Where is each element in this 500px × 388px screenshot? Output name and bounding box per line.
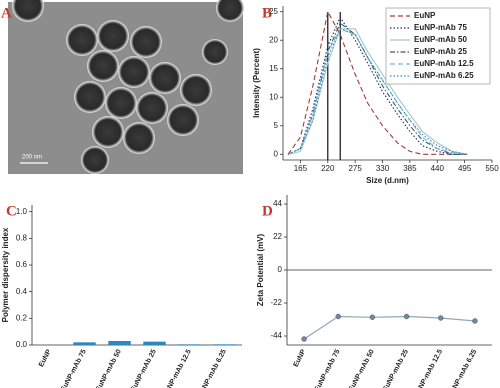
x-tick-label: EuNP-mAb 50 [95, 348, 123, 388]
panel-label: C [6, 203, 17, 219]
legend-label: EuNP-mAb 75 [414, 23, 467, 32]
y-tick-label: 0.2 [16, 313, 28, 322]
y-axis-title: Zeta Potential (mV) [256, 233, 265, 306]
series-line [287, 28, 468, 155]
y-tick-label: -22 [270, 298, 282, 307]
y-tick-label: 22 [273, 232, 282, 241]
x-tick-label: EuNP-mAb 25 [130, 348, 158, 388]
series-line [303, 315, 475, 340]
x-tick-label: 165 [294, 164, 308, 173]
x-tick-label: 275 [348, 164, 362, 173]
y-axis-title: Intensity (Percent) [252, 48, 261, 118]
point [403, 313, 410, 320]
x-tick-label: EuNP [293, 348, 308, 368]
legend-label: EuNP-mAb 12.5 [414, 59, 474, 68]
point [369, 314, 376, 320]
y-tick-label: 0.0 [16, 340, 28, 349]
x-tick-label: EuNP-mAb 6.25 [448, 348, 479, 388]
bar [73, 342, 96, 345]
x-tick-label: 385 [403, 164, 417, 173]
x-tick-label: EuNP-mAb 6.25 [197, 348, 228, 388]
series-line [287, 28, 468, 155]
x-tick-label: 440 [431, 164, 445, 173]
y-tick-label: 0.6 [16, 260, 28, 269]
scale-bar-label: 200 nm [22, 155, 42, 161]
series-line [287, 10, 468, 155]
y-tick-label: 0 [278, 265, 283, 274]
panel-label: B [262, 5, 272, 21]
point [335, 313, 341, 320]
legend-label: EuNP-mAb 6.25 [414, 71, 474, 80]
x-tick-label: 495 [458, 164, 472, 173]
x-tick-label: EuNP-mAb 75 [314, 348, 342, 388]
panel-label: D [262, 203, 273, 219]
y-tick-label: 15 [269, 64, 278, 73]
y-tick-label: 10 [269, 92, 278, 101]
bar [143, 341, 166, 345]
y-tick-label: 1.0 [16, 207, 28, 216]
panel-label: A [1, 5, 12, 21]
x-tick-label: EuNP-mAb 12.5 [162, 348, 193, 388]
bar [178, 344, 201, 345]
x-tick-label: EuNP-mAb 25 [382, 348, 410, 388]
x-tick-label: EuNP-mAb 50 [348, 348, 376, 388]
point [301, 336, 307, 342]
x-tick-label: 330 [376, 164, 390, 173]
bar [108, 341, 131, 345]
legend-label: EuNP [414, 11, 436, 20]
x-axis-title: Size (d.nm) [366, 176, 409, 185]
x-tick-label: EuNP [38, 348, 53, 368]
y-tick-label: 25 [269, 7, 278, 16]
point [472, 318, 478, 324]
x-tick-label: 220 [321, 164, 335, 173]
y-tick-label: 5 [274, 121, 279, 130]
y-tick-label: 20 [269, 35, 278, 44]
y-tick-label: 44 [273, 199, 282, 208]
y-axis-title: Polymer dispersity index [1, 227, 10, 322]
y-tick-label: -44 [270, 331, 282, 340]
y-tick-label: 0.4 [16, 287, 28, 296]
x-tick-label: EuNP-mAb 12.5 [413, 348, 444, 388]
legend-label: EuNP-mAb 50 [414, 35, 467, 44]
point [438, 315, 444, 321]
legend-box [385, 7, 491, 85]
x-tick-label: 550 [485, 164, 499, 173]
legend-label: EuNP-mAb 25 [414, 47, 467, 56]
y-tick-label: 0 [274, 149, 279, 158]
sem-image: 200 nm A [1, 0, 244, 174]
x-tick-label: EuNP-mAb 75 [60, 348, 88, 388]
y-tick-label: 0.8 [16, 233, 28, 242]
bar [213, 344, 236, 345]
